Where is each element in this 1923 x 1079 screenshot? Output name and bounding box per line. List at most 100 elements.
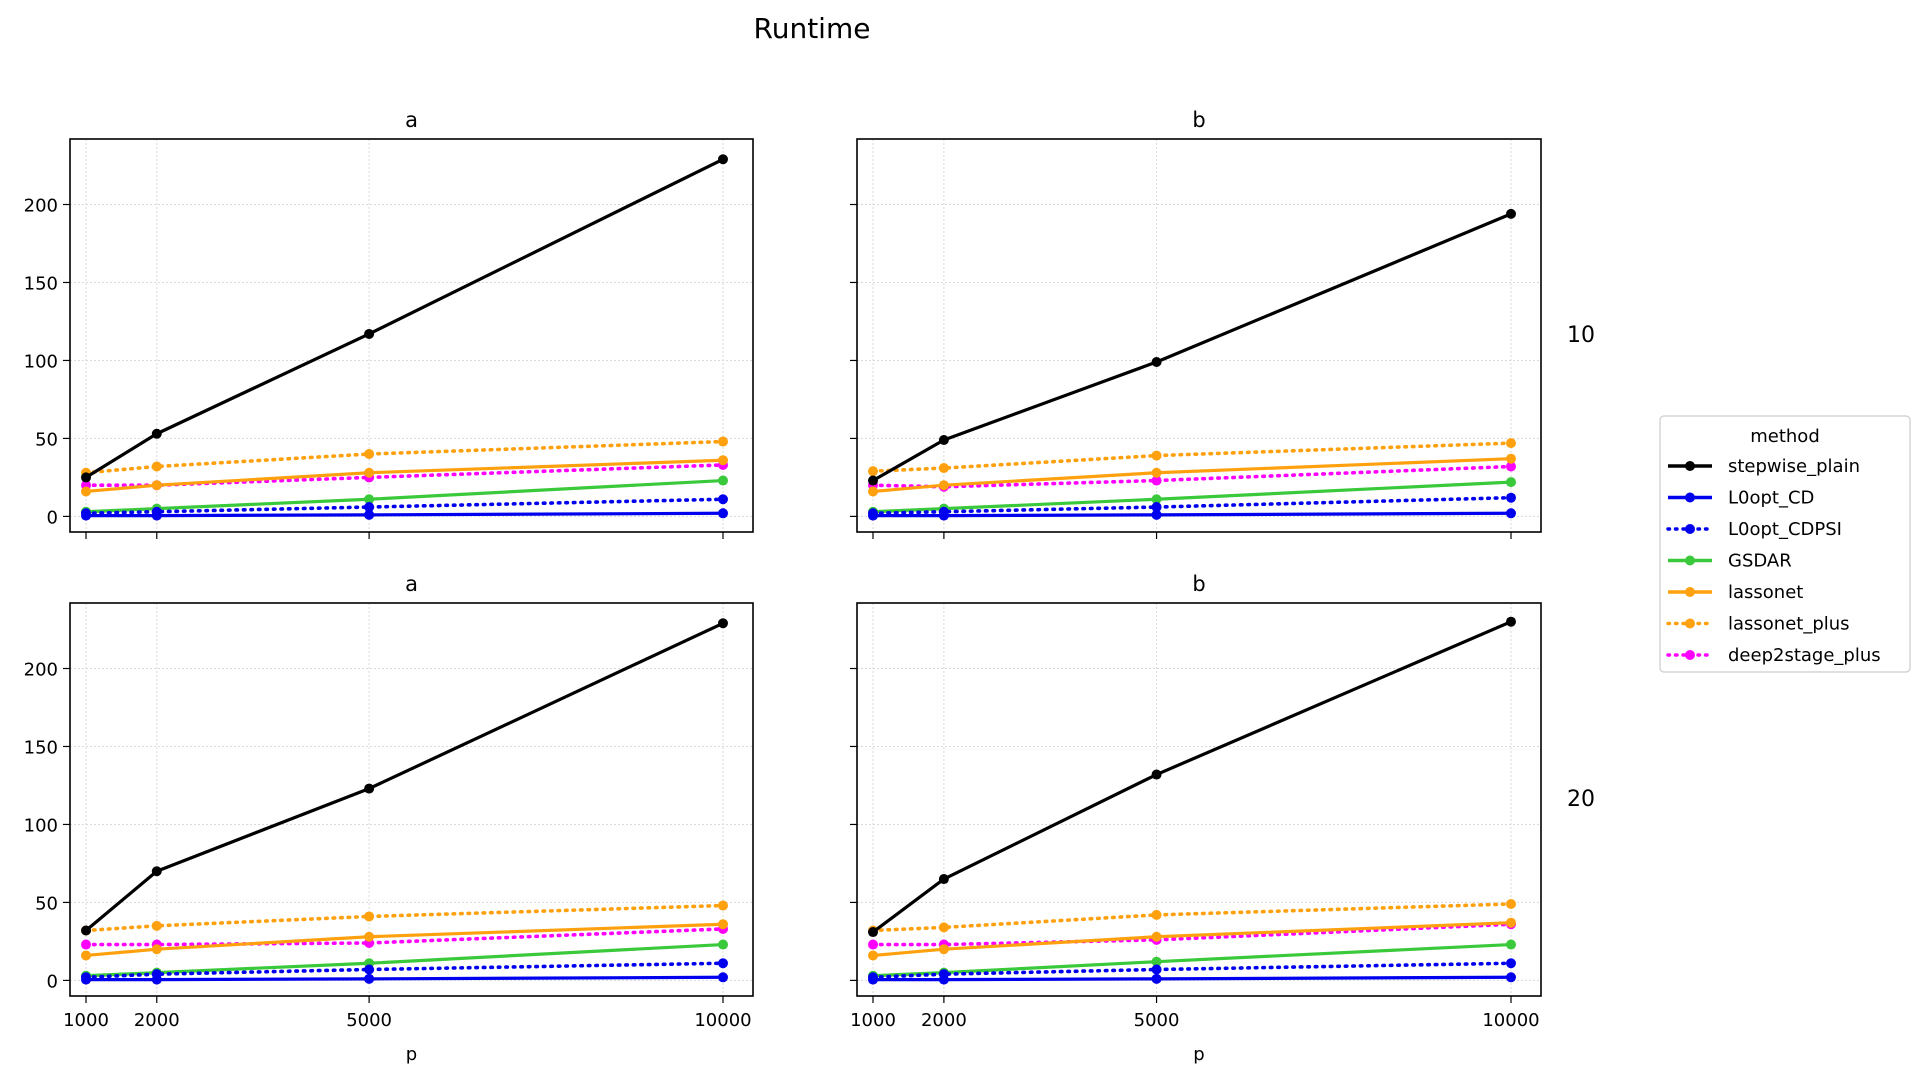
series-line-lassonet [85, 458, 724, 494]
panel-bottom-right: b 1000 2000 5000 10000 p [850, 572, 1542, 1065]
data-point-L0opt_CDPSI [1506, 492, 1516, 503]
data-point-stepwise_plain [364, 328, 375, 339]
legend-label-L0opt_CD: L0opt_CD [1728, 488, 1814, 509]
data-point-lassonet_plus [151, 461, 162, 472]
axes-frame [69, 138, 754, 533]
panel-top-left: a 0 50 100 150 200 [24, 108, 754, 539]
series-line-GSDAR [872, 480, 1512, 514]
data-point-lassonet [1506, 917, 1516, 928]
data-point-L0opt_CD [81, 974, 91, 985]
data-point-lassonet [364, 467, 375, 478]
y-tick-label: 0 [47, 971, 58, 992]
data-point-lassonet_plus [938, 922, 949, 933]
data-point-stepwise_plain [1506, 208, 1516, 219]
x-axis-label: p [406, 1044, 417, 1065]
data-point-lassonet [868, 950, 878, 961]
data-point-lassonet [718, 919, 728, 930]
data-point-stepwise_plain [364, 783, 375, 794]
series-line-deep2stage_plus [84, 463, 725, 488]
legend-label-lassonet: lassonet [1728, 582, 1803, 603]
panel-top-right: b [850, 108, 1542, 539]
data-point-lassonet [938, 480, 949, 491]
x-tick-label: 1000 [850, 1010, 896, 1031]
data-point-lassonet_plus [364, 449, 375, 460]
data-point-L0opt_CDPSI [364, 964, 375, 975]
data-point-L0opt_CD [718, 972, 728, 983]
legend-marker-GSDAR [1685, 555, 1695, 566]
series-line-deep2stage_plus [84, 927, 725, 947]
series-line-lassonet_plus [871, 441, 1513, 473]
data-point-L0opt_CDPSI [718, 494, 728, 505]
data-point-L0opt_CD [1506, 508, 1516, 519]
legend-label-stepwise_plain: stepwise_plain [1728, 456, 1860, 477]
y-tick-label: 150 [24, 737, 58, 758]
data-point-lassonet_plus [1506, 438, 1516, 449]
data-point-lassonet_plus [364, 911, 375, 922]
data-point-L0opt_CD [151, 974, 162, 985]
data-point-lassonet_plus [938, 463, 949, 474]
data-point-lassonet [1151, 931, 1162, 942]
data-point-L0opt_CD [868, 510, 878, 521]
data-point-stepwise_plain [151, 428, 162, 439]
data-point-L0opt_CDPSI [1151, 964, 1162, 975]
row-label-top: 10 [1567, 323, 1595, 348]
series-line-lassonet [85, 922, 724, 958]
data-point-lassonet_plus [718, 436, 728, 447]
data-point-lassonet_plus [1506, 898, 1516, 909]
series-line-lassonet_plus [84, 903, 725, 933]
data-point-L0opt_CD [868, 974, 878, 985]
y-tick-label: 150 [24, 273, 58, 294]
series-line-L0opt_CDPSI [871, 495, 1513, 516]
data-point-deep2stage_plus [1506, 461, 1516, 472]
data-point-deep2stage_plus [1151, 475, 1162, 486]
legend-label-L0opt_CDPSI: L0opt_CDPSI [1728, 519, 1842, 540]
y-tick-label: 0 [47, 507, 58, 528]
data-point-deep2stage_plus [81, 939, 91, 950]
panels: a 0 50 100 150 200 b a 0 50 100 150 200 1000 2000 5000 1… [24, 108, 1542, 1065]
series-line-stepwise_plain [872, 212, 1512, 482]
x-tick-label: 10000 [694, 1010, 751, 1031]
data-point-stepwise_plain [81, 472, 91, 483]
series-line-lassonet [872, 921, 1512, 958]
data-point-lassonet [151, 944, 162, 955]
legend-marker-lassonet [1685, 587, 1695, 597]
series-line-stepwise_plain [872, 620, 1512, 934]
legend-label-deep2stage_plus: deep2stage_plus [1728, 645, 1881, 666]
legend-label-GSDAR: GSDAR [1728, 551, 1792, 572]
data-point-stepwise_plain [868, 927, 878, 938]
series-line-GSDAR [872, 942, 1512, 978]
data-point-lassonet [1151, 467, 1162, 478]
x-tick-label: 2000 [134, 1010, 180, 1031]
data-point-L0opt_CD [1151, 509, 1162, 520]
axes-frame [856, 138, 1542, 533]
x-tick-label: 10000 [1482, 1010, 1539, 1031]
data-point-L0opt_CD [364, 509, 375, 520]
panel-bottom-left: a 0 50 100 150 200 1000 2000 5000 10000 p [24, 572, 754, 1065]
data-point-L0opt_CDPSI [718, 958, 728, 969]
data-point-L0opt_CD [364, 973, 375, 984]
data-point-stepwise_plain [718, 154, 728, 165]
data-point-lassonet [364, 931, 375, 942]
data-point-stepwise_plain [938, 434, 949, 445]
row-label-bottom: 20 [1567, 787, 1595, 812]
series-line-L0opt_CDPSI [84, 961, 725, 980]
data-point-lassonet [81, 950, 91, 961]
x-tick-label: 1000 [63, 1010, 109, 1031]
data-point-L0opt_CD [151, 510, 162, 521]
data-point-lassonet [1506, 453, 1516, 464]
data-point-lassonet [868, 486, 878, 497]
x-tick-label: 2000 [921, 1010, 967, 1031]
x-axis-label: p [1193, 1044, 1204, 1065]
y-tick-label: 200 [24, 196, 58, 217]
series-line-L0opt_CD [873, 511, 1512, 518]
y-tick-label: 50 [35, 429, 58, 450]
data-point-lassonet [81, 486, 91, 497]
series-line-L0opt_CDPSI [84, 497, 725, 516]
panel-title: b [1192, 572, 1205, 596]
legend-marker-deep2stage_plus [1685, 650, 1695, 660]
data-point-lassonet_plus [1151, 450, 1162, 461]
axes-frame [856, 602, 1542, 997]
series-line-L0opt_CD [86, 511, 724, 518]
legend-marker-L0opt_CDPSI [1685, 524, 1695, 534]
